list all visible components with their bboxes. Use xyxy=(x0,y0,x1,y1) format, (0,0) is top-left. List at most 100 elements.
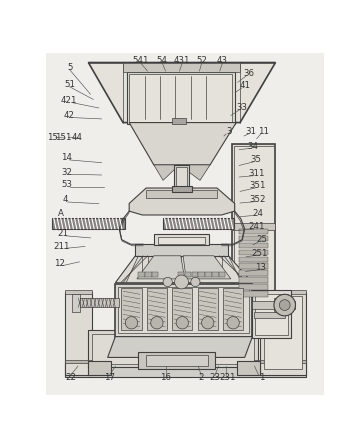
Bar xyxy=(219,272,225,277)
Bar xyxy=(239,291,268,297)
Bar xyxy=(239,284,268,289)
Polygon shape xyxy=(129,188,235,215)
Bar xyxy=(65,290,92,293)
Circle shape xyxy=(176,317,188,329)
Bar xyxy=(254,312,285,318)
Bar xyxy=(239,250,268,255)
Text: 421: 421 xyxy=(61,96,77,105)
Text: 2: 2 xyxy=(199,373,204,382)
Bar xyxy=(146,190,217,198)
Bar xyxy=(176,167,187,186)
Bar xyxy=(65,292,92,375)
Polygon shape xyxy=(88,63,275,123)
Bar xyxy=(138,272,145,277)
Bar xyxy=(123,63,240,72)
Circle shape xyxy=(274,294,296,316)
Bar xyxy=(127,72,235,124)
Bar xyxy=(184,272,191,277)
Text: 541: 541 xyxy=(132,56,149,65)
Polygon shape xyxy=(108,337,252,357)
Bar xyxy=(172,118,186,124)
Text: 14: 14 xyxy=(61,153,72,162)
Text: 43: 43 xyxy=(217,56,228,65)
Bar xyxy=(234,146,274,329)
Polygon shape xyxy=(115,256,252,283)
Bar xyxy=(145,272,152,277)
Bar xyxy=(252,290,291,338)
Text: 5: 5 xyxy=(67,63,73,72)
Bar xyxy=(264,296,303,369)
Text: 15: 15 xyxy=(47,133,58,142)
Text: 44: 44 xyxy=(71,133,82,142)
Bar xyxy=(88,330,258,368)
Bar xyxy=(129,74,232,122)
Bar xyxy=(146,355,208,366)
Text: 1: 1 xyxy=(259,373,264,382)
Bar xyxy=(52,218,125,229)
Bar xyxy=(178,272,184,277)
Text: 52: 52 xyxy=(196,56,207,65)
Bar xyxy=(239,278,268,283)
Bar xyxy=(223,288,243,330)
Text: 352: 352 xyxy=(249,195,266,204)
Bar xyxy=(158,237,205,244)
Text: 17: 17 xyxy=(104,373,115,382)
Text: 41: 41 xyxy=(239,81,250,90)
Bar xyxy=(172,288,192,330)
Text: 13: 13 xyxy=(255,263,266,273)
Circle shape xyxy=(227,317,239,329)
Bar xyxy=(118,286,249,333)
Text: 251: 251 xyxy=(251,249,268,258)
Text: 51: 51 xyxy=(64,80,75,89)
Text: 21: 21 xyxy=(58,229,69,238)
Bar xyxy=(205,272,212,277)
Bar xyxy=(88,361,112,375)
Text: 3: 3 xyxy=(226,127,232,136)
Text: 4: 4 xyxy=(62,195,68,204)
Bar xyxy=(252,301,295,309)
Bar xyxy=(92,333,254,365)
Circle shape xyxy=(125,317,138,329)
Polygon shape xyxy=(129,123,236,165)
Text: A: A xyxy=(58,210,64,218)
Text: 33: 33 xyxy=(236,103,248,112)
Text: 54: 54 xyxy=(157,56,168,65)
Bar xyxy=(239,236,268,241)
Bar xyxy=(174,165,189,188)
Text: 151: 151 xyxy=(55,133,71,142)
Bar xyxy=(239,243,268,248)
Text: 351: 351 xyxy=(249,182,266,190)
Circle shape xyxy=(163,278,172,286)
Text: 12: 12 xyxy=(55,259,65,268)
Bar xyxy=(198,288,218,330)
Bar xyxy=(239,263,268,269)
Text: 25: 25 xyxy=(256,235,267,244)
Text: 53: 53 xyxy=(61,180,72,190)
Text: 31: 31 xyxy=(246,127,257,136)
Text: 16: 16 xyxy=(160,373,171,382)
Bar xyxy=(192,272,198,277)
Bar xyxy=(115,284,252,337)
Text: 211: 211 xyxy=(53,242,70,251)
Bar xyxy=(163,218,234,229)
Text: 23: 23 xyxy=(209,373,221,382)
Bar xyxy=(239,229,268,234)
Text: 22: 22 xyxy=(65,373,76,382)
Bar xyxy=(256,293,288,335)
Circle shape xyxy=(191,278,200,286)
Text: 11: 11 xyxy=(258,127,269,136)
Bar xyxy=(239,270,268,276)
Bar xyxy=(135,244,228,256)
Bar xyxy=(237,361,260,375)
Circle shape xyxy=(279,300,290,310)
Bar xyxy=(260,292,306,375)
Bar xyxy=(65,360,305,363)
Bar xyxy=(199,272,205,277)
Circle shape xyxy=(201,317,214,329)
Bar xyxy=(152,272,158,277)
Polygon shape xyxy=(154,165,210,180)
Text: 24: 24 xyxy=(252,209,263,218)
Bar xyxy=(232,223,275,230)
Text: 32: 32 xyxy=(61,168,72,177)
Bar xyxy=(171,186,192,192)
